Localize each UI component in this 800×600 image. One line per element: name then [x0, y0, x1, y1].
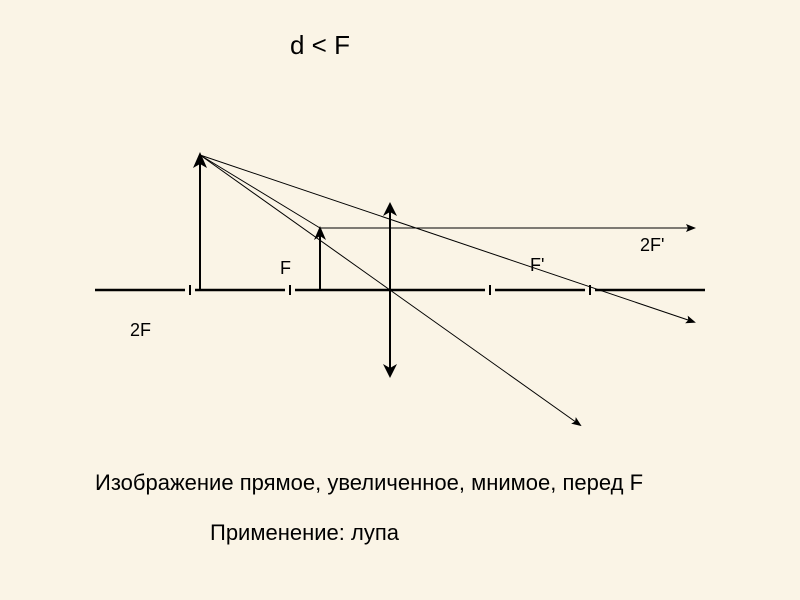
ray1-virtual [200, 155, 320, 228]
label-F-right: F' [530, 255, 544, 276]
label-2F-right: 2F' [640, 235, 664, 256]
image-description: Изображение прямое, увеличенное, мнимое,… [95, 470, 643, 496]
label-2F-left: 2F [130, 320, 151, 341]
application-note: Применение: лупа [210, 520, 399, 546]
label-F-left: F [280, 258, 291, 279]
ray3 [200, 155, 694, 322]
ray2-continuation [390, 290, 580, 425]
ray2-virtual [200, 155, 390, 290]
optics-diagram [0, 0, 800, 600]
